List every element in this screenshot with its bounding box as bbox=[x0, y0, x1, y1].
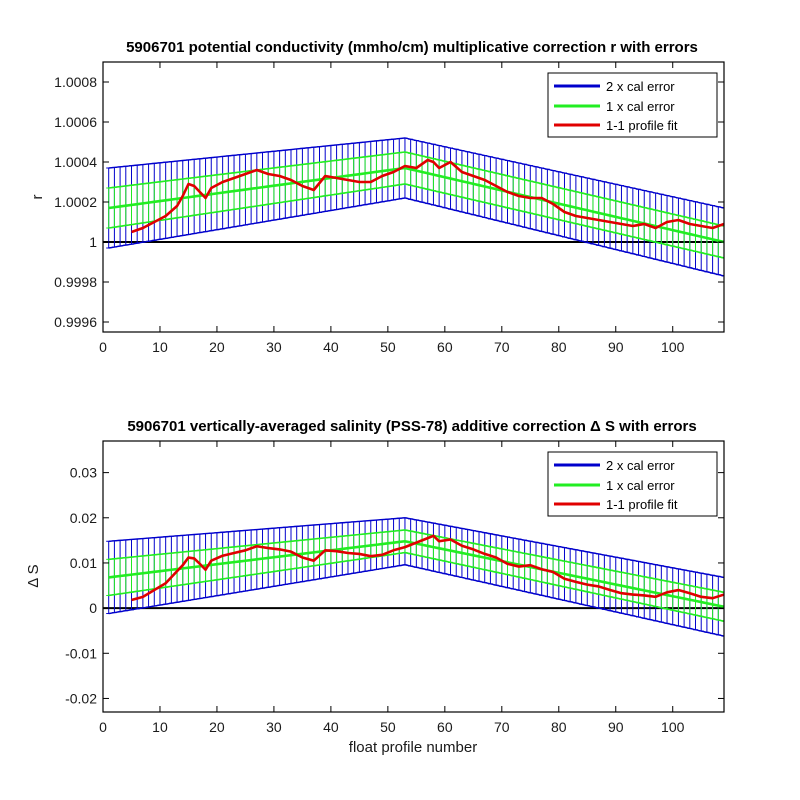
x-tick-label: 90 bbox=[608, 339, 624, 355]
axes-frame-bottom bbox=[102, 440, 725, 713]
y-tick-label: 0.02 bbox=[70, 510, 97, 526]
legend-label-fit-bottom: 1-1 profile fit bbox=[606, 497, 678, 512]
x-tick-label: 30 bbox=[266, 719, 282, 735]
legend-label-1x-top: 1 x cal error bbox=[606, 99, 675, 114]
plot-area-top bbox=[103, 137, 724, 277]
fit-center-line bbox=[108, 166, 724, 244]
legend-label-fit-top: 1-1 profile fit bbox=[606, 118, 678, 133]
x-axis-label-bottom: float profile number bbox=[349, 739, 477, 756]
chart-title-bottom: 5906701 vertically-averaged salinity (PS… bbox=[127, 418, 696, 435]
legend-bottom: 2 x cal error 1 x cal error 1-1 profile … bbox=[547, 451, 718, 517]
panel-top: 5906701 potential conductivity (mmho/cm)… bbox=[29, 39, 725, 355]
x-tick-label: 40 bbox=[323, 719, 339, 735]
y-tick-label: 0 bbox=[89, 600, 97, 616]
y-tick-label: -0.01 bbox=[65, 645, 97, 661]
x-tick-label: 50 bbox=[380, 719, 396, 735]
x-tick-label: 30 bbox=[266, 339, 282, 355]
ticks-top: 0 10 20 30 40 50 60 70 80 90 100 0.9996 0.9998 1 1.000… bbox=[54, 62, 724, 355]
y-tick-label: 1.0002 bbox=[54, 194, 97, 210]
x-tick-label: 80 bbox=[551, 719, 567, 735]
y-axis-label-top: r bbox=[29, 195, 46, 200]
envelope-2x-upper bbox=[108, 517, 724, 579]
x-tick-label: 60 bbox=[437, 719, 453, 735]
envelope-1x-upper bbox=[108, 529, 724, 594]
y-tick-label: 1.0006 bbox=[54, 114, 97, 130]
y-tick-label: -0.02 bbox=[65, 690, 97, 706]
x-tick-label: 0 bbox=[99, 719, 107, 735]
legend-label-2x-bottom: 2 x cal error bbox=[606, 458, 675, 473]
envelope-2x-lower bbox=[108, 197, 724, 277]
envelope-2x-upper bbox=[108, 137, 724, 209]
x-tick-label: 10 bbox=[152, 339, 168, 355]
legend-label-2x-top: 2 x cal error bbox=[606, 79, 675, 94]
y-tick-label: 1.0008 bbox=[54, 74, 97, 90]
envelope-1x-lower bbox=[108, 551, 724, 623]
x-tick-label: 90 bbox=[608, 719, 624, 735]
series-line-profile-fit bbox=[131, 158, 724, 234]
axes-frame-top bbox=[102, 61, 725, 333]
x-tick-label: 80 bbox=[551, 339, 567, 355]
plot-area-bottom bbox=[103, 517, 724, 637]
x-tick-label: 100 bbox=[661, 339, 685, 355]
y-tick-label: 0.9996 bbox=[54, 314, 97, 330]
x-tick-label: 60 bbox=[437, 339, 453, 355]
envelope-1x-lower bbox=[108, 183, 724, 259]
legend-label-1x-bottom: 1 x cal error bbox=[606, 478, 675, 493]
y-tick-label: 1 bbox=[89, 234, 97, 250]
x-tick-label: 70 bbox=[494, 339, 510, 355]
x-tick-label: 20 bbox=[209, 339, 225, 355]
x-tick-label: 70 bbox=[494, 719, 510, 735]
envelope-1x-upper bbox=[108, 151, 724, 227]
plot-content bbox=[103, 137, 724, 277]
y-tick-label: 0.9998 bbox=[54, 274, 97, 290]
x-tick-label: 40 bbox=[323, 339, 339, 355]
y-tick-label: 0.03 bbox=[70, 465, 97, 481]
x-tick-label: 100 bbox=[661, 719, 685, 735]
x-tick-label: 20 bbox=[209, 719, 225, 735]
x-tick-label: 50 bbox=[380, 339, 396, 355]
y-axis-label-bottom: Δ S bbox=[25, 564, 42, 587]
envelope-2x-lower bbox=[108, 564, 724, 637]
plot-content bbox=[103, 517, 724, 637]
y-tick-label: 1.0004 bbox=[54, 154, 97, 170]
x-tick-label: 0 bbox=[99, 339, 107, 355]
ticks-bottom: 0 10 20 30 40 50 60 70 80 90 100 -0.02 -0.01 0 0.01 0.0… bbox=[65, 441, 724, 735]
x-tick-label: 10 bbox=[152, 719, 168, 735]
legend-top: 2 x cal error 1 x cal error 1-1 profile … bbox=[547, 72, 718, 138]
series-line-profile-fit bbox=[131, 534, 724, 602]
chart-title-top: 5906701 potential conductivity (mmho/cm)… bbox=[126, 39, 698, 56]
panel-bottom: 5906701 vertically-averaged salinity (PS… bbox=[25, 418, 725, 756]
y-tick-label: 0.01 bbox=[70, 555, 97, 571]
